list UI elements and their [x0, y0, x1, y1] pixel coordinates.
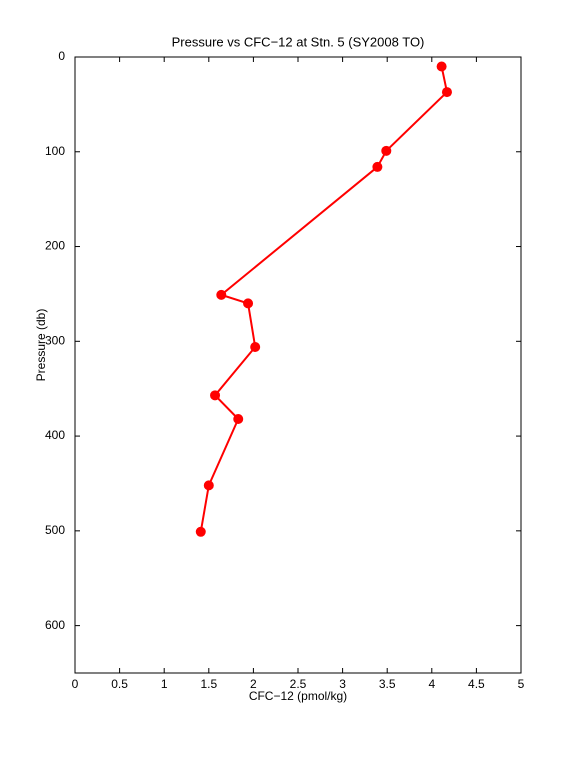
chart-title: Pressure vs CFC−12 at Stn. 5 (SY2008 TO): [172, 34, 425, 49]
plot-box: [74, 56, 522, 674]
data-point: [372, 161, 383, 172]
x-tick-label: 3: [339, 677, 346, 691]
data-point: [216, 289, 227, 300]
x-tick-label: 1.5: [200, 677, 217, 691]
y-tick-label: 200: [45, 239, 65, 253]
x-tick-label: 0.5: [111, 677, 128, 691]
data-point: [441, 87, 452, 98]
y-tick-label: 400: [45, 428, 65, 442]
x-tick-label: 4.5: [468, 677, 485, 691]
y-axis-label: Pressure (db): [34, 309, 48, 382]
y-tick-label: 100: [45, 144, 65, 158]
data-point: [233, 414, 244, 425]
y-tick-label: 300: [45, 333, 65, 347]
y-tick-label: 500: [45, 523, 65, 537]
data-point: [203, 480, 214, 491]
x-tick-label: 2.5: [290, 677, 307, 691]
y-tick-label: 0: [58, 49, 65, 63]
data-point: [250, 341, 261, 352]
data-point: [381, 145, 392, 156]
x-tick-label: 1: [161, 677, 168, 691]
y-tick-label: 600: [45, 618, 65, 632]
data-point: [195, 526, 206, 537]
data-point: [436, 61, 447, 72]
data-point: [210, 390, 221, 401]
x-tick-label: 0: [72, 677, 79, 691]
x-tick-label: 3.5: [379, 677, 396, 691]
x-axis-label: CFC−12 (pmol/kg): [249, 689, 347, 703]
x-tick-label: 2: [250, 677, 257, 691]
x-tick-label: 4: [428, 677, 435, 691]
data-point: [243, 298, 254, 309]
x-tick-label: 5: [518, 677, 525, 691]
